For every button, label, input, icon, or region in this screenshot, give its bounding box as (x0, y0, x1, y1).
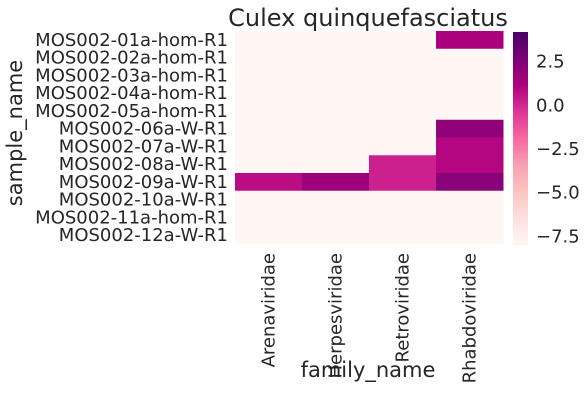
heatmap-cell (369, 66, 437, 85)
heatmap-cell (302, 226, 370, 245)
heatmap-cell (302, 137, 370, 156)
y-axis-label: sample_name (3, 60, 28, 206)
y-tick-label: MOS002-10a-W-R1 (59, 190, 228, 211)
chart-title: Culex quinquefasciatus (228, 4, 508, 32)
heatmap-cell (302, 84, 370, 103)
heatmap-cell (436, 226, 504, 245)
heatmap-cells (235, 31, 504, 245)
y-tick-label: MOS002-06a-W-R1 (59, 119, 228, 140)
heatmap-cell (436, 31, 504, 50)
heatmap-cell (302, 102, 370, 121)
x-axis-label: family_name (301, 358, 436, 383)
heatmap-cell (235, 173, 303, 192)
colorbar (513, 32, 528, 245)
heatmap-cell (302, 173, 370, 192)
heatmap-cell (235, 31, 303, 50)
x-tick-label: Rhabdoviridae (460, 253, 481, 383)
heatmap-cell (369, 155, 437, 174)
heatmap-cell (369, 226, 437, 245)
x-tick-label: Arenaviridae (259, 253, 280, 367)
heatmap-cell (436, 102, 504, 121)
heatmap-cell (235, 208, 303, 227)
heatmap-cell (436, 66, 504, 85)
heatmap-cell (235, 137, 303, 156)
heatmap-cell (235, 226, 303, 245)
heatmap-cell (235, 155, 303, 174)
heatmap-cell (436, 48, 504, 67)
heatmap-cell (302, 48, 370, 67)
colorbar-tick-label: 2.5 (536, 52, 565, 73)
heatmap-cell (302, 119, 370, 138)
heatmap-cell (302, 66, 370, 85)
heatmap-cell (369, 84, 437, 103)
x-tick-labels: Arenaviridae Herpesviridae Retroviridae Rha… (259, 253, 481, 383)
heatmap-cell (369, 208, 437, 227)
heatmap-cell (369, 137, 437, 156)
heatmap-cell (235, 66, 303, 85)
x-tick-label: Retroviridae (393, 253, 414, 362)
y-tick-label: MOS002-03a-hom-R1 (35, 65, 228, 86)
heatmap-cell (369, 173, 437, 192)
colorbar-tick-label: −7.5 (536, 226, 580, 247)
y-tick-label: MOS002-01a-hom-R1 (35, 30, 228, 51)
heatmap-cell (436, 137, 504, 156)
heatmap-cell (369, 48, 437, 67)
heatmap-cell (302, 190, 370, 209)
heatmap-cell (436, 173, 504, 192)
heatmap-cell (436, 190, 504, 209)
heatmap-cell (369, 102, 437, 121)
x-tick-label: Herpesviridae (326, 253, 347, 378)
y-tick-label: MOS002-12a-W-R1 (59, 225, 228, 246)
heatmap-cell (369, 31, 437, 50)
heatmap-cell (235, 84, 303, 103)
heatmap-cell (235, 190, 303, 209)
heatmap-cell (436, 155, 504, 174)
heatmap-cell (235, 102, 303, 121)
y-tick-label: MOS002-02a-hom-R1 (35, 48, 228, 69)
heatmap-cell (369, 190, 437, 209)
heatmap-cell (436, 119, 504, 138)
heatmap-cell (302, 31, 370, 50)
colorbar-tick-label: 0.0 (536, 95, 565, 116)
heatmap-cell (436, 208, 504, 227)
y-tick-label: MOS002-08a-W-R1 (59, 154, 228, 175)
y-tick-labels: MOS002-01a-hom-R1MOS002-02a-hom-R1MOS002… (35, 30, 228, 246)
y-tick-label: MOS002-05a-hom-R1 (35, 101, 228, 122)
heatmap-cell (436, 84, 504, 103)
y-tick-label: MOS002-11a-hom-R1 (35, 207, 228, 228)
colorbar-ticks: 2.5 0.0 −2.5 −5.0 −7.5 (536, 52, 580, 248)
y-tick-label: MOS002-04a-hom-R1 (35, 83, 228, 104)
y-tick-label: MOS002-07a-W-R1 (59, 136, 228, 157)
heatmap-cell (302, 155, 370, 174)
colorbar-tick-label: −2.5 (536, 139, 580, 160)
heatmap-cell (235, 119, 303, 138)
heatmap-cell (369, 119, 437, 138)
heatmap-cell (302, 208, 370, 227)
y-tick-label: MOS002-09a-W-R1 (59, 172, 228, 193)
heatmap-cell (235, 48, 303, 67)
colorbar-tick-label: −5.0 (536, 183, 580, 204)
